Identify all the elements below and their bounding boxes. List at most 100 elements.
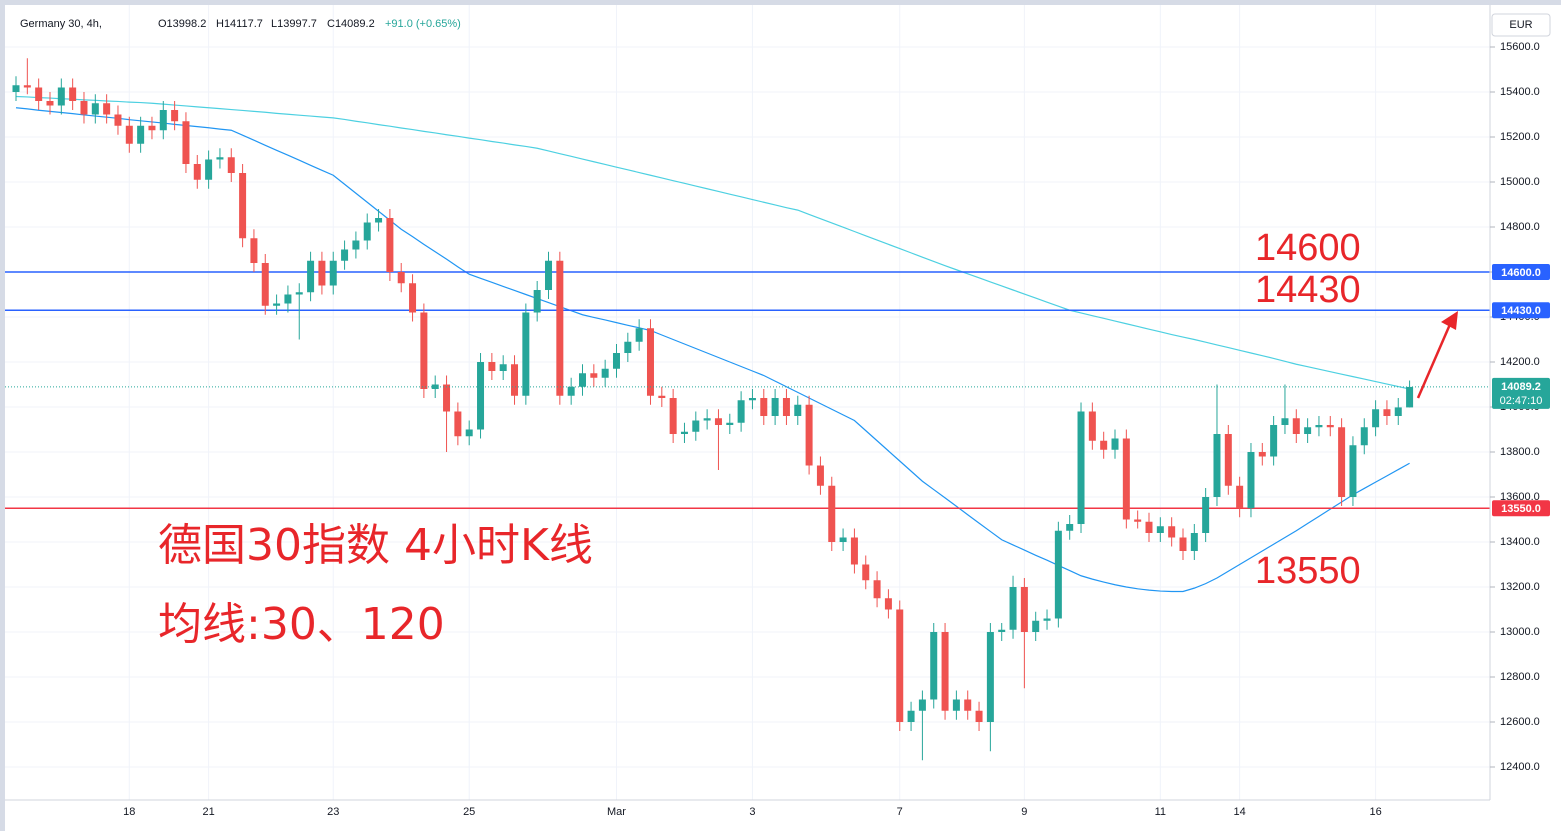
- candle-body: [488, 362, 496, 371]
- y-tick-label: 13400.0: [1500, 536, 1540, 548]
- candle-body: [782, 398, 790, 416]
- candle-body: [1111, 438, 1119, 450]
- candle-body: [205, 159, 213, 180]
- candle-body: [850, 537, 858, 565]
- candle-body: [748, 398, 756, 401]
- open-value: O13998.2: [158, 18, 206, 30]
- candle-body: [918, 699, 926, 711]
- currency: EUR: [1509, 19, 1532, 31]
- moving-average: [15, 95, 1410, 390]
- candle-body: [273, 303, 281, 306]
- annotation-title: 德国30指数 4小时K线: [158, 520, 593, 571]
- y-tick-label: 15200.0: [1500, 131, 1540, 143]
- candle-body: [760, 398, 768, 416]
- candle-body: [862, 564, 870, 581]
- y-tick-label: 13800.0: [1500, 446, 1540, 458]
- candle-body: [125, 125, 133, 144]
- close-value: C14089.2: [327, 18, 375, 30]
- price-annotation: 14600: [1255, 227, 1361, 269]
- price-tag: [1492, 302, 1550, 319]
- candle-body: [1122, 438, 1130, 520]
- price-tag-label: 14600.0: [1501, 267, 1541, 279]
- candle-body: [103, 103, 111, 115]
- y-tick-label: 13600.0: [1500, 491, 1540, 503]
- candle-body: [1088, 411, 1096, 441]
- candle-body: [1156, 526, 1164, 533]
- candle-body: [375, 218, 383, 223]
- top-frame: [0, 0, 1561, 5]
- candle-body: [884, 598, 892, 610]
- x-tick-label: 11: [1155, 806, 1166, 818]
- y-tick-label: 15400.0: [1500, 86, 1540, 98]
- candle-body: [499, 364, 507, 371]
- y-tick-label: 12800.0: [1500, 671, 1540, 683]
- candle-body: [148, 125, 156, 131]
- y-tick-label: 15600.0: [1500, 41, 1540, 53]
- candle-body: [669, 398, 677, 434]
- candle-body: [386, 218, 394, 272]
- candle-body: [975, 710, 983, 722]
- candle-body: [1281, 418, 1289, 425]
- candle-body: [896, 609, 904, 722]
- candle-body: [216, 157, 224, 160]
- candle-body: [1145, 521, 1153, 533]
- arrow: [1416, 311, 1458, 399]
- candle-body: [1406, 386, 1414, 408]
- candle-body: [159, 110, 167, 131]
- candle-body: [964, 699, 972, 711]
- candle-body: [511, 364, 519, 396]
- candle-body: [1179, 537, 1187, 551]
- candle-body: [1134, 519, 1142, 522]
- candle-body: [998, 629, 1006, 632]
- candle-body: [363, 222, 371, 241]
- candle-body: [1349, 445, 1357, 497]
- candle-body: [80, 101, 88, 115]
- x-tick-label: 14: [1234, 806, 1246, 818]
- candle-body: [941, 632, 949, 711]
- candle-body: [714, 418, 722, 425]
- candle-body: [1247, 452, 1255, 509]
- price-tag-label: 13550.0: [1501, 503, 1541, 515]
- candle-body: [341, 249, 349, 261]
- x-tick-label: 3: [749, 806, 755, 818]
- price-annotation: 14430: [1255, 269, 1361, 311]
- candle-body: [329, 260, 337, 286]
- candle-body: [1394, 407, 1402, 416]
- candle-body: [522, 312, 530, 396]
- candle-body: [193, 164, 201, 180]
- candle-body: [57, 87, 65, 106]
- candle-body: [171, 110, 179, 122]
- candle-body: [477, 362, 485, 430]
- candle-body: [1190, 533, 1198, 551]
- candle-body: [239, 173, 247, 239]
- candle-body: [295, 292, 303, 295]
- price-tag: [1492, 264, 1550, 280]
- x-tick-label: 9: [1021, 806, 1027, 818]
- candle-body: [46, 101, 54, 106]
- candle-body: [1258, 452, 1266, 457]
- y-tick-label: 13000.0: [1500, 626, 1540, 638]
- candle-body: [397, 272, 405, 284]
- x-tick-label: 18: [123, 806, 135, 818]
- candle-body: [533, 290, 541, 313]
- candle-body: [771, 398, 779, 416]
- annotation-ma: 均线:30、120: [158, 599, 445, 650]
- candle-body: [567, 386, 575, 396]
- candle-body: [556, 260, 564, 396]
- candle-body: [409, 283, 417, 313]
- candle-body: [12, 85, 20, 92]
- candle-body: [431, 384, 439, 389]
- plot: [5, 58, 1490, 761]
- y-tick-label: 13200.0: [1500, 581, 1540, 593]
- countdown: 02:47:10: [1500, 395, 1543, 407]
- currency-box[interactable]: [1491, 13, 1551, 37]
- candle-body: [443, 384, 451, 412]
- left-frame: [0, 0, 5, 831]
- candle-body: [839, 537, 847, 542]
- candle-body: [1372, 409, 1380, 428]
- candle-body: [590, 373, 598, 378]
- candle-body: [726, 422, 734, 425]
- y-tick-label: 12400.0: [1500, 761, 1540, 773]
